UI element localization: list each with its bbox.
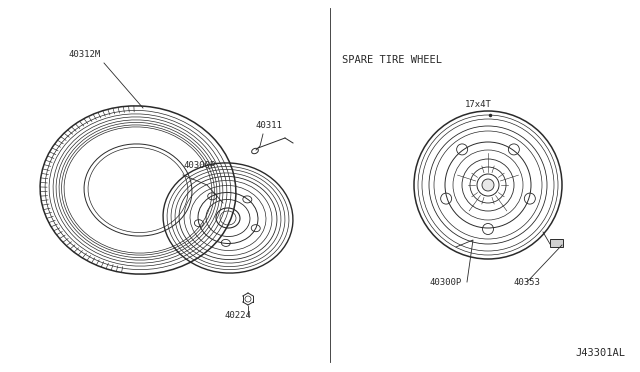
Text: 40224: 40224: [225, 311, 252, 320]
Ellipse shape: [482, 179, 494, 191]
Text: 17x4T: 17x4T: [465, 100, 492, 109]
Text: 40312M: 40312M: [69, 50, 101, 59]
Text: J43301AL: J43301AL: [575, 348, 625, 358]
Text: 40311: 40311: [255, 121, 282, 130]
Text: SPARE TIRE WHEEL: SPARE TIRE WHEEL: [342, 55, 442, 65]
Text: 40300P: 40300P: [183, 161, 215, 170]
Text: 40353: 40353: [513, 278, 540, 287]
FancyBboxPatch shape: [550, 239, 563, 247]
Text: 40300P: 40300P: [430, 278, 462, 287]
